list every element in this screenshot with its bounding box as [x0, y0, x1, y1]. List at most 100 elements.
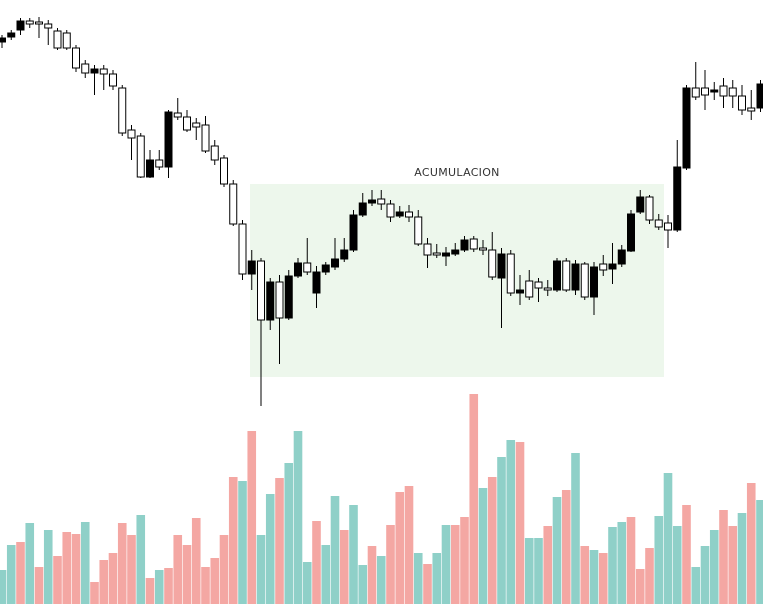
volume-bar — [173, 535, 183, 604]
volume-bar — [43, 530, 53, 604]
volume-bar — [53, 556, 62, 604]
candle-body — [35, 21, 43, 25]
volume-bar — [117, 523, 127, 604]
volume-bar — [728, 526, 738, 604]
candle-body — [109, 73, 117, 87]
candle-body — [210, 145, 219, 161]
candle-body — [127, 129, 136, 139]
candle-body — [534, 281, 543, 289]
volume-bar — [312, 521, 321, 604]
volume-bar — [284, 463, 294, 604]
candle-body — [183, 116, 191, 131]
volume-bar — [682, 505, 691, 604]
volume-bar — [691, 567, 701, 604]
candle-body — [312, 271, 321, 294]
volume-bar — [6, 545, 16, 604]
volume-bar — [450, 525, 460, 604]
volume-bar — [34, 567, 44, 604]
volume-bar — [478, 488, 488, 604]
candle-body — [229, 183, 238, 225]
volume-bar — [580, 546, 590, 604]
candle-body — [25, 20, 34, 25]
candle-body — [682, 87, 691, 169]
volume-bar — [201, 567, 210, 604]
candle-body — [284, 275, 293, 319]
candle-body — [0, 37, 6, 43]
volume-bar — [608, 527, 617, 604]
volume-bar — [330, 496, 340, 604]
candle-body — [432, 252, 441, 256]
volume-bar — [598, 553, 608, 604]
candle-body — [173, 112, 182, 118]
volume-bar — [543, 526, 553, 604]
volume-bar — [339, 530, 349, 604]
volume-bar — [256, 535, 266, 604]
candle-body — [238, 223, 247, 275]
candle-body — [7, 32, 16, 38]
volume-bar — [349, 505, 358, 604]
candle-body — [571, 263, 580, 291]
volume-bar — [746, 483, 756, 604]
candle-body — [756, 83, 763, 109]
candle-body — [710, 89, 719, 93]
candle-body — [599, 263, 608, 271]
candle-body — [321, 264, 330, 273]
volume-bar — [145, 578, 155, 604]
volume-bar — [90, 582, 99, 604]
volume-bar — [108, 553, 118, 604]
candle-body — [192, 122, 201, 128]
volume-bar — [367, 546, 377, 604]
candle-body — [747, 107, 756, 112]
accumulation-zone — [250, 184, 664, 377]
volume-bar — [506, 440, 516, 604]
volume-bar — [423, 564, 432, 604]
volume-bar — [247, 431, 257, 604]
volume-bar — [395, 492, 405, 604]
candle-body — [201, 124, 210, 152]
volume-bar — [404, 486, 414, 604]
candle-body — [99, 68, 108, 75]
volume-bar — [71, 534, 81, 604]
candle-body — [294, 262, 302, 277]
volume-bar — [571, 453, 580, 604]
candle-body — [664, 222, 672, 231]
candle-body — [395, 211, 404, 217]
candle-body — [16, 20, 25, 31]
candle-body — [728, 87, 737, 97]
candle-body — [303, 262, 312, 273]
volume-bar — [219, 535, 229, 604]
candle-body — [617, 249, 626, 265]
candle-body — [506, 253, 515, 294]
candle-body — [340, 249, 349, 260]
candle-body — [72, 47, 80, 69]
volume-bar — [709, 530, 719, 604]
candle-body — [654, 219, 663, 228]
volume-bar — [700, 546, 710, 604]
candle-body — [331, 258, 339, 268]
volume-bar — [460, 517, 469, 604]
annotation: ACUMULACION — [414, 166, 499, 179]
volume-bar — [626, 517, 636, 604]
candle-body — [553, 260, 561, 291]
volume-bar — [164, 568, 173, 604]
candle-body — [44, 23, 53, 29]
volume-bar — [136, 515, 146, 604]
candle-body — [469, 238, 478, 250]
volume-bar — [182, 545, 192, 604]
volume-bar — [617, 522, 627, 604]
volume-bar — [293, 431, 303, 604]
candle-body — [247, 260, 256, 275]
candle-body — [497, 253, 506, 279]
candle-body — [257, 260, 265, 321]
volume-bar — [413, 553, 423, 604]
candle-body — [590, 266, 598, 298]
candle-body — [645, 196, 654, 221]
volume-bar — [552, 497, 562, 604]
volume-bar — [672, 526, 682, 604]
volume-bar — [275, 478, 284, 604]
volume-bar — [154, 570, 164, 604]
volume-bar — [80, 522, 90, 604]
candle-body — [543, 287, 552, 291]
candle-body — [701, 87, 709, 96]
